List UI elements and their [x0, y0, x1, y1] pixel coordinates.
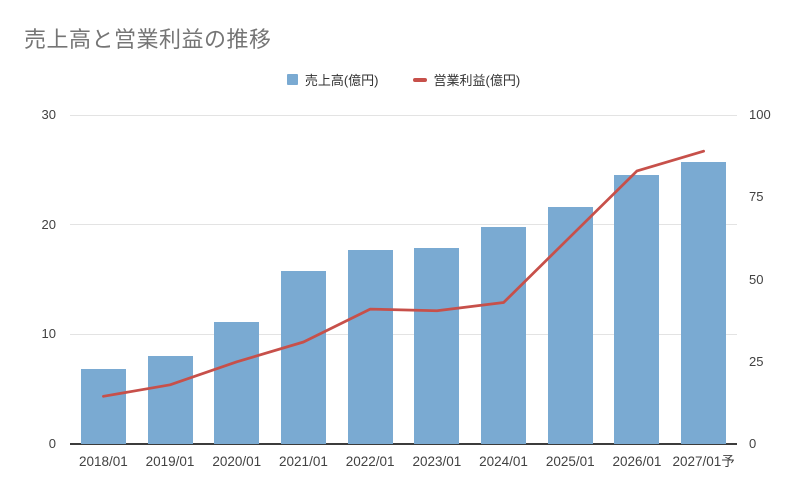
x-axis-label-2018/01: 2018/01 — [78, 454, 128, 469]
gridline — [70, 224, 737, 226]
profit-series-swatch-icon — [412, 77, 427, 82]
chart-legend: 売上高(億円) 営業利益(億円) — [70, 70, 737, 89]
bar-2019/01 — [147, 356, 193, 444]
chart-title: 売上高と営業利益の推移 — [24, 27, 272, 52]
gridline — [70, 114, 737, 116]
profit-line — [102, 149, 705, 398]
left-axis-tick-label: 20 — [41, 216, 56, 232]
bar-2020/01 — [214, 322, 260, 444]
x-axis-label-2025/01: 2025/01 — [545, 454, 595, 469]
bar-2024/01 — [481, 226, 527, 444]
legend-item-sales: 売上高(億円) — [286, 70, 379, 89]
left-axis-tick-label: 30 — [41, 107, 56, 122]
plot-area — [70, 114, 737, 445]
x-axis-label-2023/01: 2023/01 — [412, 454, 462, 469]
bar-2025/01 — [547, 207, 593, 444]
x-axis-label-2024/01: 2024/01 — [479, 454, 528, 469]
x-axis-label-2022/01: 2022/01 — [345, 454, 395, 469]
right-axis-tick-label: 0 — [749, 436, 757, 451]
x-axis-label-2021/01: 2021/01 — [279, 454, 328, 469]
x-axis-label-2026/01: 2026/01 — [612, 454, 662, 469]
legend-label-profit: 営業利益(億円) — [433, 73, 521, 88]
bar-2023/01 — [414, 247, 460, 444]
right-axis-tick-label: 100 — [749, 107, 771, 122]
gridline — [70, 333, 737, 335]
bar-2022/01 — [347, 249, 393, 444]
left-axis-tick-label: 10 — [41, 326, 56, 342]
bar-2026/01 — [614, 175, 660, 444]
right-axis-tick-label: 75 — [749, 189, 764, 205]
bar-2027/01予 — [681, 162, 727, 444]
legend-item-profit: 営業利益(億円) — [412, 70, 521, 89]
right-axis-tick-label: 50 — [749, 271, 764, 287]
x-axis-line — [70, 443, 737, 445]
bar-2018/01 — [80, 369, 126, 444]
legend-label-sales: 売上高(億円) — [304, 73, 379, 88]
right-axis-tick-label: 25 — [749, 353, 764, 369]
x-axis-label-2020/01: 2020/01 — [212, 454, 262, 469]
sales-series-swatch-icon — [286, 74, 298, 85]
left-axis-tick-label: 0 — [48, 436, 56, 451]
bar-2021/01 — [280, 270, 326, 444]
profit-line-layer — [102, 149, 705, 398]
x-axis-label-2019/01: 2019/01 — [145, 454, 195, 469]
x-axis-label-2027/01予: 2027/01予 — [672, 454, 735, 469]
